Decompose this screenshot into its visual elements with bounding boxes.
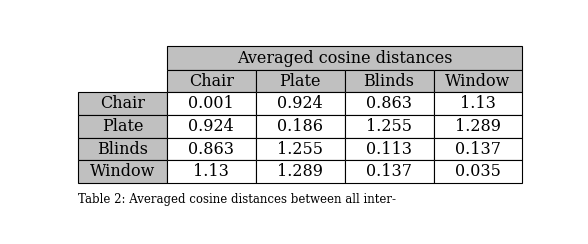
Bar [256,92,345,115]
Bar [433,138,522,161]
Text: Chair: Chair [100,95,145,112]
Bar [78,92,167,115]
Bar [167,46,522,70]
Text: 0.035: 0.035 [455,163,501,180]
Bar [345,138,433,161]
Bar [78,138,167,161]
Bar [345,70,433,92]
Bar [256,161,345,183]
Bar [345,138,433,161]
Text: 1.289: 1.289 [455,118,501,135]
Bar [256,92,345,115]
Text: Window: Window [90,163,155,180]
Bar [167,70,256,92]
Bar [167,70,256,92]
Bar [78,115,167,138]
Text: Chair: Chair [189,72,234,90]
Text: 0.001: 0.001 [189,95,234,112]
Bar [78,92,167,115]
Bar [433,70,522,92]
Text: 0.924: 0.924 [189,118,234,135]
Bar [433,161,522,183]
Bar [78,138,167,161]
Bar [345,115,433,138]
Bar [167,92,256,115]
Text: 1.255: 1.255 [366,118,412,135]
Bar [78,115,167,138]
Text: Blinds: Blinds [97,141,148,158]
Bar [433,115,522,138]
Text: 0.137: 0.137 [366,163,412,180]
Bar [345,92,433,115]
Bar [345,161,433,183]
Text: 1.13: 1.13 [193,163,229,180]
Bar [167,138,256,161]
Bar [167,46,522,70]
Text: 0.863: 0.863 [366,95,412,112]
Bar [256,70,345,92]
Text: Plate: Plate [102,118,143,135]
Bar [433,92,522,115]
Text: Plate: Plate [279,72,321,90]
Bar [433,138,522,161]
Text: 0.137: 0.137 [455,141,501,158]
Bar [433,115,522,138]
Bar [167,161,256,183]
Bar [256,70,345,92]
Bar [167,115,256,138]
Bar [78,161,167,183]
Text: Blinds: Blinds [363,72,415,90]
Bar [256,161,345,183]
Bar [433,70,522,92]
Bar [256,138,345,161]
Bar [78,46,167,70]
Text: 1.289: 1.289 [277,163,323,180]
Bar [256,138,345,161]
Text: 1.255: 1.255 [277,141,323,158]
Bar [167,161,256,183]
Bar [167,92,256,115]
Bar [345,115,433,138]
Bar [256,115,345,138]
Text: 0.113: 0.113 [366,141,412,158]
Text: Window: Window [445,72,510,90]
Bar [167,138,256,161]
Bar [78,161,167,183]
Bar [256,115,345,138]
Bar [167,115,256,138]
Bar [345,70,433,92]
Text: Averaged cosine distances: Averaged cosine distances [237,50,452,67]
Bar [345,92,433,115]
Text: 0.924: 0.924 [278,95,323,112]
Text: 0.863: 0.863 [188,141,235,158]
Text: Table 2: Averaged cosine distances between all inter-: Table 2: Averaged cosine distances betwe… [78,193,396,206]
Bar [433,92,522,115]
Text: 0.186: 0.186 [277,118,323,135]
Bar [345,161,433,183]
Text: 1.13: 1.13 [460,95,496,112]
Bar [78,70,167,92]
Bar [433,161,522,183]
